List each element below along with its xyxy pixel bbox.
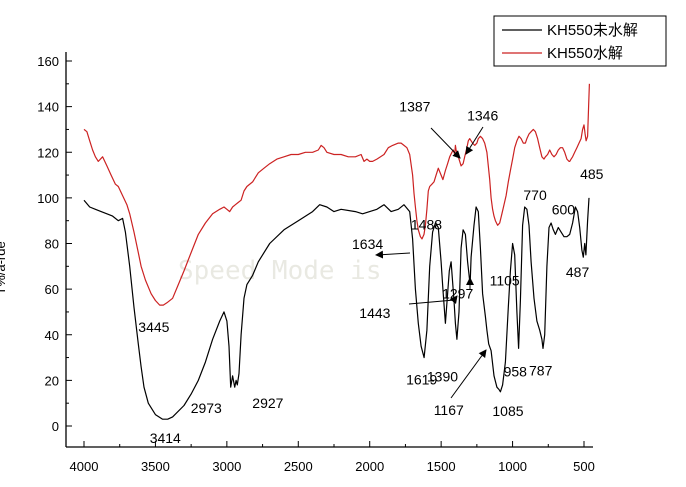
peak-label-485: 485 (580, 166, 604, 182)
peak-label-1443: 1443 (359, 305, 390, 321)
arrow-1346 (465, 126, 484, 155)
y-tick-label: 40 (45, 328, 59, 343)
watermark-text: Speed Mode is (178, 256, 382, 286)
x-tick-label: 3000 (212, 459, 241, 474)
series-line-hydrolyzed (83, 83, 590, 306)
legend-label-hydrolyzed: KH550水解 (547, 45, 623, 62)
y-tick-label: 60 (45, 282, 59, 297)
y-ticks: 0 20 40 60 80 100 120 140 160 (37, 54, 72, 434)
peak-label-600: 600 (552, 201, 576, 217)
peak-label-3445: 3445 (138, 319, 169, 335)
arrow-1387 (430, 127, 461, 159)
legend-box (493, 15, 667, 67)
axes (65, 52, 593, 448)
peak-label-770: 770 (523, 187, 547, 203)
arrow-1634 (375, 250, 411, 259)
x-tick-label: 1500 (427, 459, 456, 474)
peak-label-958: 958 (504, 363, 528, 379)
peak-label-3414: 3414 (150, 430, 181, 446)
peak-label-2927: 2927 (252, 395, 283, 411)
legend: KH550未水解 KH550水解 (493, 15, 667, 67)
x-tick-label: 500 (573, 459, 595, 474)
peak-label-1085: 1085 (492, 403, 523, 419)
y-tick-label: 100 (37, 191, 59, 206)
x-tick-label: 2000 (355, 459, 384, 474)
peak-label-487: 487 (566, 264, 590, 280)
peak-label-1488: 1488 (411, 217, 442, 233)
peak-label-787: 787 (529, 362, 553, 378)
series-line-unhydrolyzed (83, 197, 590, 420)
peak-label-1619: 1619 (406, 372, 437, 388)
y-tick-label: 0 (52, 419, 59, 434)
arrow-1167 (450, 349, 487, 399)
series-layer (83, 83, 590, 420)
y-tick-label: 140 (37, 100, 59, 115)
peak-label-1346: 1346 (467, 108, 498, 124)
peak-label-1297: 1297 (442, 286, 473, 302)
y-tick-label: 160 (37, 54, 59, 69)
arrow-1443 (408, 295, 458, 305)
x-tick-label: 1000 (498, 459, 527, 474)
annotation-arrows (375, 126, 487, 399)
y-tick-label: 120 (37, 145, 59, 160)
y-tick-label: 20 (45, 373, 59, 388)
x-ticks: 4000 3500 3000 2500 2000 1500 1000 500 (70, 441, 595, 474)
y-tick-label: 80 (45, 237, 59, 252)
peak-label-1167: 1167 (434, 402, 464, 418)
x-tick-label: 4000 (70, 459, 99, 474)
legend-label-unhydrolyzed: KH550未水解 (547, 22, 638, 39)
peak-label-1387: 1387 (399, 99, 430, 115)
peak-label-1634: 1634 (352, 236, 383, 252)
y-axis-label: T%/a-rde (0, 241, 8, 294)
x-tick-label: 3500 (141, 459, 170, 474)
peak-label-1390: 1390 (427, 368, 458, 384)
x-tick-label: 2500 (284, 459, 313, 474)
peak-label-2973: 2973 (191, 400, 222, 416)
peak-label-1105: 1105 (490, 272, 520, 288)
peak-labels: 3445 3414 2973 2927 1634 1619 1488 1443 1390 1387… (138, 99, 603, 447)
